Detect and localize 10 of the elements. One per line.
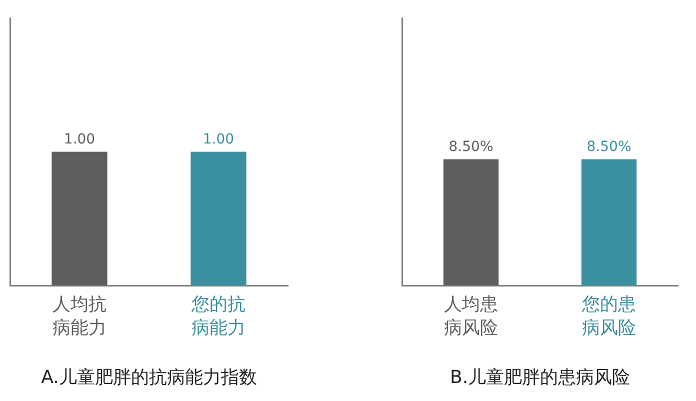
- data-label: 8.50%: [586, 138, 632, 155]
- x-tick-label: 人均抗病能力: [52, 294, 106, 338]
- data-label: 1.00: [64, 131, 96, 148]
- x-tick-label: 人均患病风险: [444, 294, 498, 338]
- data-label: 1.00: [202, 131, 234, 148]
- text: B.儿童肥胖的患病风险: [450, 366, 630, 388]
- x-tick-label: 您的患病风险: [581, 294, 636, 338]
- text: A.儿童肥胖的抗病能力指数: [41, 366, 257, 388]
- data-label: 8.50%: [448, 138, 494, 155]
- x-tick-label: 您的抗病能力: [190, 294, 246, 338]
